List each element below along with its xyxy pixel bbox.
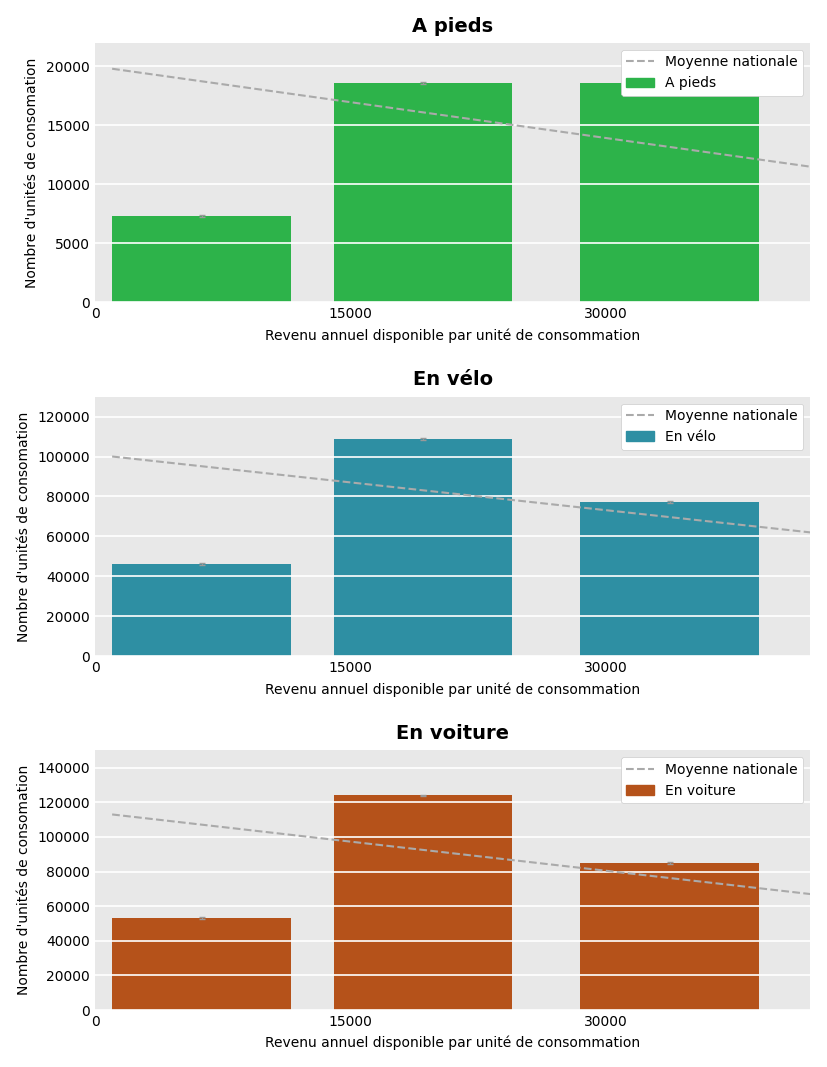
- Title: En voiture: En voiture: [396, 724, 509, 744]
- Bar: [333, 83, 512, 302]
- Title: En vélo: En vélo: [413, 370, 493, 389]
- Bar: [333, 439, 512, 656]
- Bar: [581, 503, 759, 656]
- Legend: Moyenne nationale, En vélo: Moyenne nationale, En vélo: [621, 403, 803, 449]
- Y-axis label: Nombre d'unités de consomation: Nombre d'unités de consomation: [17, 411, 31, 641]
- Bar: [112, 564, 291, 656]
- Bar: [581, 83, 759, 302]
- Bar: [581, 863, 759, 1010]
- X-axis label: Revenu annuel disponible par unité de consommation: Revenu annuel disponible par unité de co…: [265, 682, 640, 697]
- X-axis label: Revenu annuel disponible par unité de consommation: Revenu annuel disponible par unité de co…: [265, 1036, 640, 1050]
- Legend: Moyenne nationale, En voiture: Moyenne nationale, En voiture: [621, 758, 803, 803]
- Title: A pieds: A pieds: [412, 17, 493, 35]
- X-axis label: Revenu annuel disponible par unité de consommation: Revenu annuel disponible par unité de co…: [265, 329, 640, 343]
- Bar: [333, 795, 512, 1010]
- Legend: Moyenne nationale, A pieds: Moyenne nationale, A pieds: [621, 50, 803, 96]
- Bar: [112, 217, 291, 302]
- Y-axis label: Nombre d'unités de consomation: Nombre d'unités de consomation: [17, 765, 31, 996]
- Y-axis label: Nombre d'unités de consomation: Nombre d'unités de consomation: [26, 58, 40, 288]
- Bar: [112, 919, 291, 1010]
